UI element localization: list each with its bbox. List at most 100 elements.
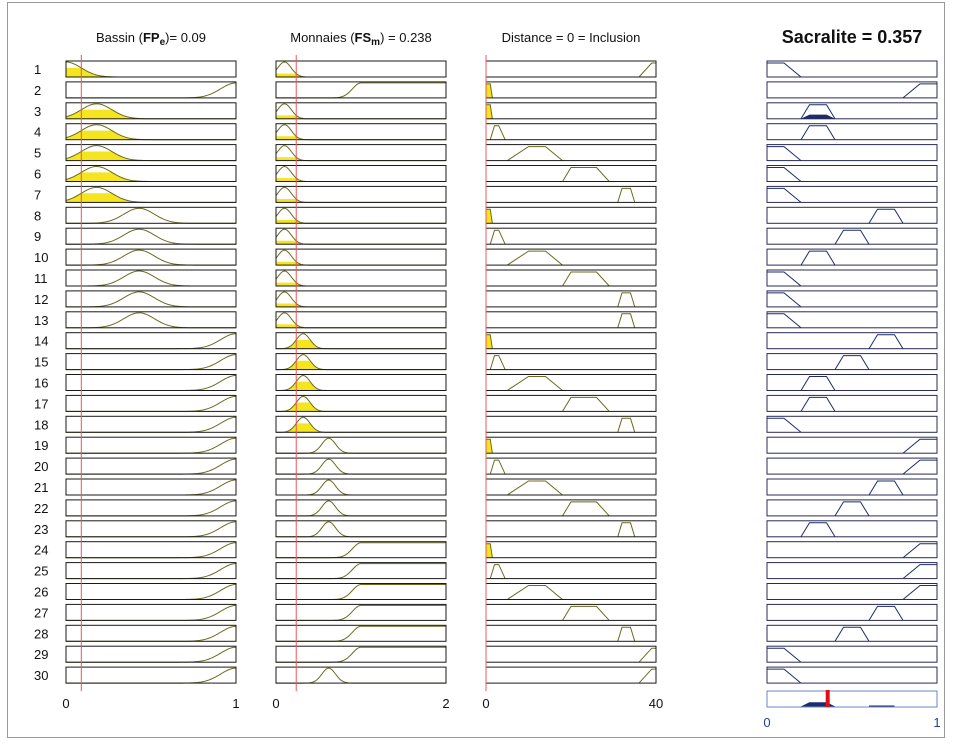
mf-cell-input-1-rule-26 <box>65 583 237 600</box>
membership-curve <box>489 355 506 370</box>
mf-cell-input-3-rule-23 <box>485 520 657 538</box>
membership-curve <box>276 458 446 475</box>
mf-cell-input-1-rule-15 <box>65 353 237 371</box>
membership-curve <box>562 167 610 182</box>
mf-cell-input-2-rule-13 <box>275 311 447 329</box>
mf-box <box>275 541 447 559</box>
mf-cell-input-3-rule-4 <box>485 123 657 141</box>
mf-cell-input-2-rule-1 <box>275 60 447 78</box>
rule-number-25: 25 <box>34 564 48 579</box>
membership-curve <box>834 229 870 245</box>
mf-cell-output-rule-7 <box>766 185 938 203</box>
membership-curve <box>66 354 237 371</box>
mf-box <box>65 81 237 99</box>
mf-cell-input-2-rule-28 <box>275 624 447 642</box>
mf-cell-input-2-rule-7 <box>275 185 447 203</box>
input-title-2: Monnaies (FSm) = 0.238 <box>290 30 432 48</box>
mf-cell-input-3-rule-25 <box>485 562 657 580</box>
mf-box <box>65 165 237 182</box>
mf-cell-input-3-rule-10 <box>485 248 657 266</box>
rule-number-1: 1 <box>34 62 41 77</box>
mf-cell-input-3-rule-13 <box>485 311 657 329</box>
rule-number-4: 4 <box>34 125 41 140</box>
rule-number-5: 5 <box>34 146 41 161</box>
membership-curve <box>66 625 237 642</box>
membership-curve <box>276 542 446 559</box>
mf-box <box>766 374 938 391</box>
mf-cell-input-1-rule-6 <box>65 165 237 182</box>
mf-cell-output-rule-29 <box>766 645 938 663</box>
fired-area <box>486 209 493 224</box>
membership-curve <box>834 626 870 642</box>
membership-curve <box>902 585 938 600</box>
rule-number-16: 16 <box>34 376 48 391</box>
mf-cell-input-1-rule-12 <box>65 290 237 308</box>
mf-cell-input-3-rule-1 <box>485 60 657 78</box>
mf-box <box>766 583 938 600</box>
mf-cell-output-rule-9 <box>766 227 938 245</box>
rule-number-6: 6 <box>34 167 41 182</box>
mf-cell-output-rule-16 <box>766 374 938 391</box>
mf-box <box>65 394 237 412</box>
mf-box <box>275 60 447 78</box>
mf-cell-input-1-rule-21 <box>65 478 237 496</box>
mf-cell-input-3-rule-7 <box>485 185 657 203</box>
membership-curve <box>275 124 446 141</box>
fired-area <box>486 543 493 558</box>
mf-cell-output-rule-14 <box>766 332 938 350</box>
mf-cell-input-1-rule-25 <box>65 562 237 580</box>
mf-box <box>275 165 447 182</box>
mf-box <box>766 248 938 266</box>
rule-number-7: 7 <box>34 187 41 202</box>
tick-label-min-input-2: 0 <box>272 696 279 711</box>
mf-cell-input-1-rule-23 <box>65 520 237 538</box>
mf-box <box>275 311 447 329</box>
mf-box <box>766 332 938 350</box>
membership-curve <box>66 584 237 600</box>
mf-cell-input-1-rule-8 <box>65 206 237 224</box>
mf-cell-input-1-rule-20 <box>65 457 237 475</box>
mf-cell-output-rule-12 <box>766 290 938 308</box>
mf-box <box>65 123 237 141</box>
mf-cell-input-2-rule-3 <box>275 102 447 120</box>
membership-curve <box>275 165 446 182</box>
rule-number-30: 30 <box>34 668 48 683</box>
membership-curve <box>66 458 237 475</box>
membership-curve <box>800 125 836 140</box>
rule-number-24: 24 <box>34 543 48 558</box>
membership-curve <box>766 292 802 308</box>
mf-box <box>65 645 237 663</box>
mf-box <box>766 415 938 433</box>
membership-curve <box>800 396 836 412</box>
mf-box <box>65 415 237 433</box>
membership-curve <box>800 376 836 391</box>
membership-curve <box>276 625 446 642</box>
fired-area <box>66 130 236 140</box>
mf-box <box>766 478 938 496</box>
membership-curve <box>489 564 506 579</box>
membership-curve <box>66 395 237 412</box>
mf-cell-input-2-rule-25 <box>275 562 447 580</box>
mf-box <box>485 666 657 684</box>
mf-box <box>65 60 237 78</box>
mf-box <box>65 290 237 308</box>
membership-curve <box>66 270 236 287</box>
mf-cell-input-1-rule-7 <box>65 185 237 203</box>
membership-curve <box>868 480 904 496</box>
mf-cell-output-rule-18 <box>766 415 938 433</box>
mf-cell-input-3-rule-17 <box>485 394 657 412</box>
membership-curve <box>276 437 446 454</box>
mf-cell-input-2-rule-10 <box>275 248 447 266</box>
mf-box <box>65 520 237 538</box>
rule-number-17: 17 <box>34 396 48 411</box>
rule-number-11: 11 <box>34 271 48 286</box>
membership-curve <box>66 291 236 308</box>
mf-cell-input-3-rule-24 <box>485 541 657 559</box>
mf-cell-input-2-rule-23 <box>275 520 447 538</box>
rule-number-3: 3 <box>34 104 41 119</box>
mf-box <box>485 353 657 371</box>
membership-curve <box>276 667 446 684</box>
mf-box <box>65 353 237 371</box>
input-title-3: Distance = 0 = Inclusion <box>502 30 641 45</box>
mf-box <box>766 645 938 663</box>
